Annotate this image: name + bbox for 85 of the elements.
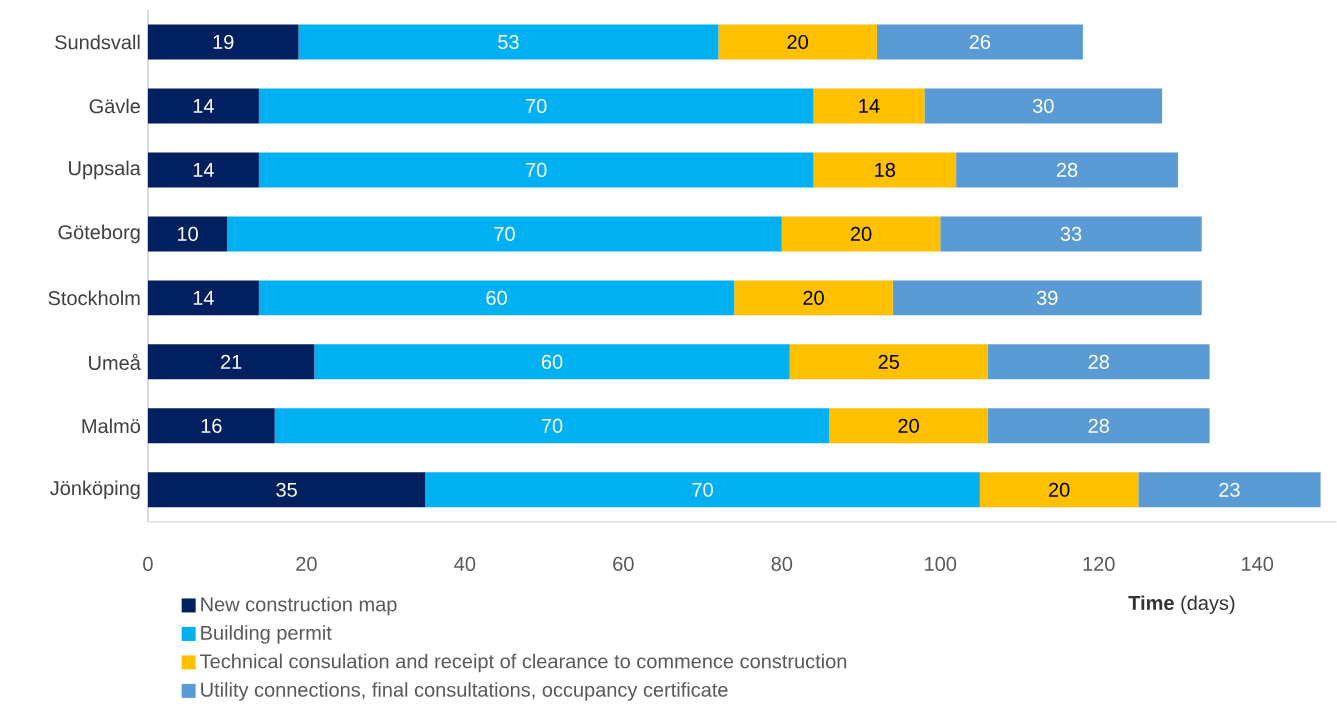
bar bbox=[147, 88, 259, 124]
bar bbox=[314, 344, 790, 380]
bar bbox=[227, 216, 782, 252]
bar bbox=[147, 216, 228, 252]
bar bbox=[258, 88, 814, 124]
data-label: 26 bbox=[969, 35, 991, 50]
bar bbox=[979, 472, 1139, 508]
data-label: 35 bbox=[276, 482, 297, 498]
bar bbox=[987, 408, 1210, 444]
data-label: 70 bbox=[526, 99, 547, 114]
bar bbox=[298, 24, 719, 60]
bar bbox=[924, 88, 1163, 124]
data-label: 20 bbox=[898, 418, 919, 434]
data-label: 33 bbox=[1060, 226, 1082, 242]
data-label: 39 bbox=[1036, 290, 1058, 306]
bar bbox=[147, 152, 259, 188]
bar bbox=[147, 280, 259, 316]
data-label: 20 bbox=[787, 35, 808, 50]
data-label: 14 bbox=[193, 99, 214, 113]
x-tick-label: 100 bbox=[925, 557, 957, 572]
x-tick-label: 0 bbox=[143, 557, 153, 572]
bar bbox=[147, 344, 315, 380]
data-label: 14 bbox=[859, 99, 880, 113]
y-tick-label: Malmö bbox=[82, 418, 141, 434]
x-tick-label: 20 bbox=[296, 557, 317, 572]
bar bbox=[940, 216, 1202, 252]
data-label: 20 bbox=[1048, 482, 1070, 498]
data-label: 70 bbox=[494, 226, 515, 242]
bar bbox=[1138, 472, 1321, 508]
data-label: 28 bbox=[1088, 354, 1109, 370]
bar bbox=[274, 408, 830, 444]
data-label: 18 bbox=[875, 163, 896, 178]
bar bbox=[734, 280, 893, 316]
bar bbox=[425, 472, 980, 508]
legend-label: Building permit bbox=[201, 625, 332, 644]
data-label: 60 bbox=[541, 354, 563, 370]
bar bbox=[258, 152, 814, 188]
x-tick-label: 120 bbox=[1083, 557, 1115, 572]
data-label: 23 bbox=[1219, 482, 1240, 498]
data-label: 30 bbox=[1032, 99, 1054, 114]
bar bbox=[789, 344, 988, 380]
bar bbox=[147, 24, 299, 60]
x-axis-title: Time (days) bbox=[1128, 595, 1235, 615]
bar bbox=[258, 280, 735, 316]
bar bbox=[829, 408, 988, 444]
data-label: 53 bbox=[498, 35, 519, 50]
legend-label: Utility connections, final consultations, occupancy certificate bbox=[201, 682, 728, 701]
data-label: 70 bbox=[526, 163, 547, 178]
data-label: 14 bbox=[193, 163, 214, 177]
y-tick-label: Umeå bbox=[89, 353, 141, 371]
bar bbox=[813, 88, 925, 124]
data-label: 21 bbox=[221, 355, 242, 369]
bar bbox=[892, 280, 1202, 316]
data-label: 16 bbox=[201, 418, 222, 434]
bar bbox=[876, 24, 1083, 60]
data-label: 20 bbox=[850, 226, 872, 242]
y-tick-label: Sundsvall bbox=[55, 34, 140, 50]
data-label: 28 bbox=[1056, 163, 1078, 178]
x-tick-label: 140 bbox=[1242, 557, 1274, 572]
bar bbox=[147, 472, 426, 508]
data-label: 70 bbox=[692, 482, 713, 498]
x-tick-label: 60 bbox=[613, 557, 634, 572]
data-label: 19 bbox=[213, 35, 234, 50]
bar bbox=[718, 24, 877, 60]
bar bbox=[147, 408, 275, 444]
bar bbox=[781, 216, 941, 252]
y-tick-label: Uppsala bbox=[69, 160, 141, 180]
y-tick-label: Jönköping bbox=[50, 480, 140, 500]
x-tick-label: 40 bbox=[454, 557, 476, 572]
y-tick-label: Göteborg bbox=[58, 224, 140, 244]
data-label: 25 bbox=[878, 354, 900, 370]
legend-label: Technical consulation and receipt of clearance to commence construction bbox=[200, 653, 847, 673]
data-label: 28 bbox=[1088, 418, 1109, 434]
bar bbox=[813, 152, 957, 188]
data-label: 20 bbox=[803, 290, 824, 306]
x-tick-label: 80 bbox=[771, 557, 793, 572]
bar bbox=[987, 344, 1210, 380]
y-tick-label: Gävle bbox=[89, 98, 140, 114]
legend-label: New construction map bbox=[201, 596, 397, 616]
data-label: 60 bbox=[486, 290, 507, 306]
bar bbox=[956, 152, 1178, 188]
data-label: 10 bbox=[177, 226, 198, 242]
data-label: 70 bbox=[541, 418, 563, 434]
data-label: 14 bbox=[193, 291, 214, 305]
y-tick-label: Stockholm bbox=[48, 290, 140, 306]
